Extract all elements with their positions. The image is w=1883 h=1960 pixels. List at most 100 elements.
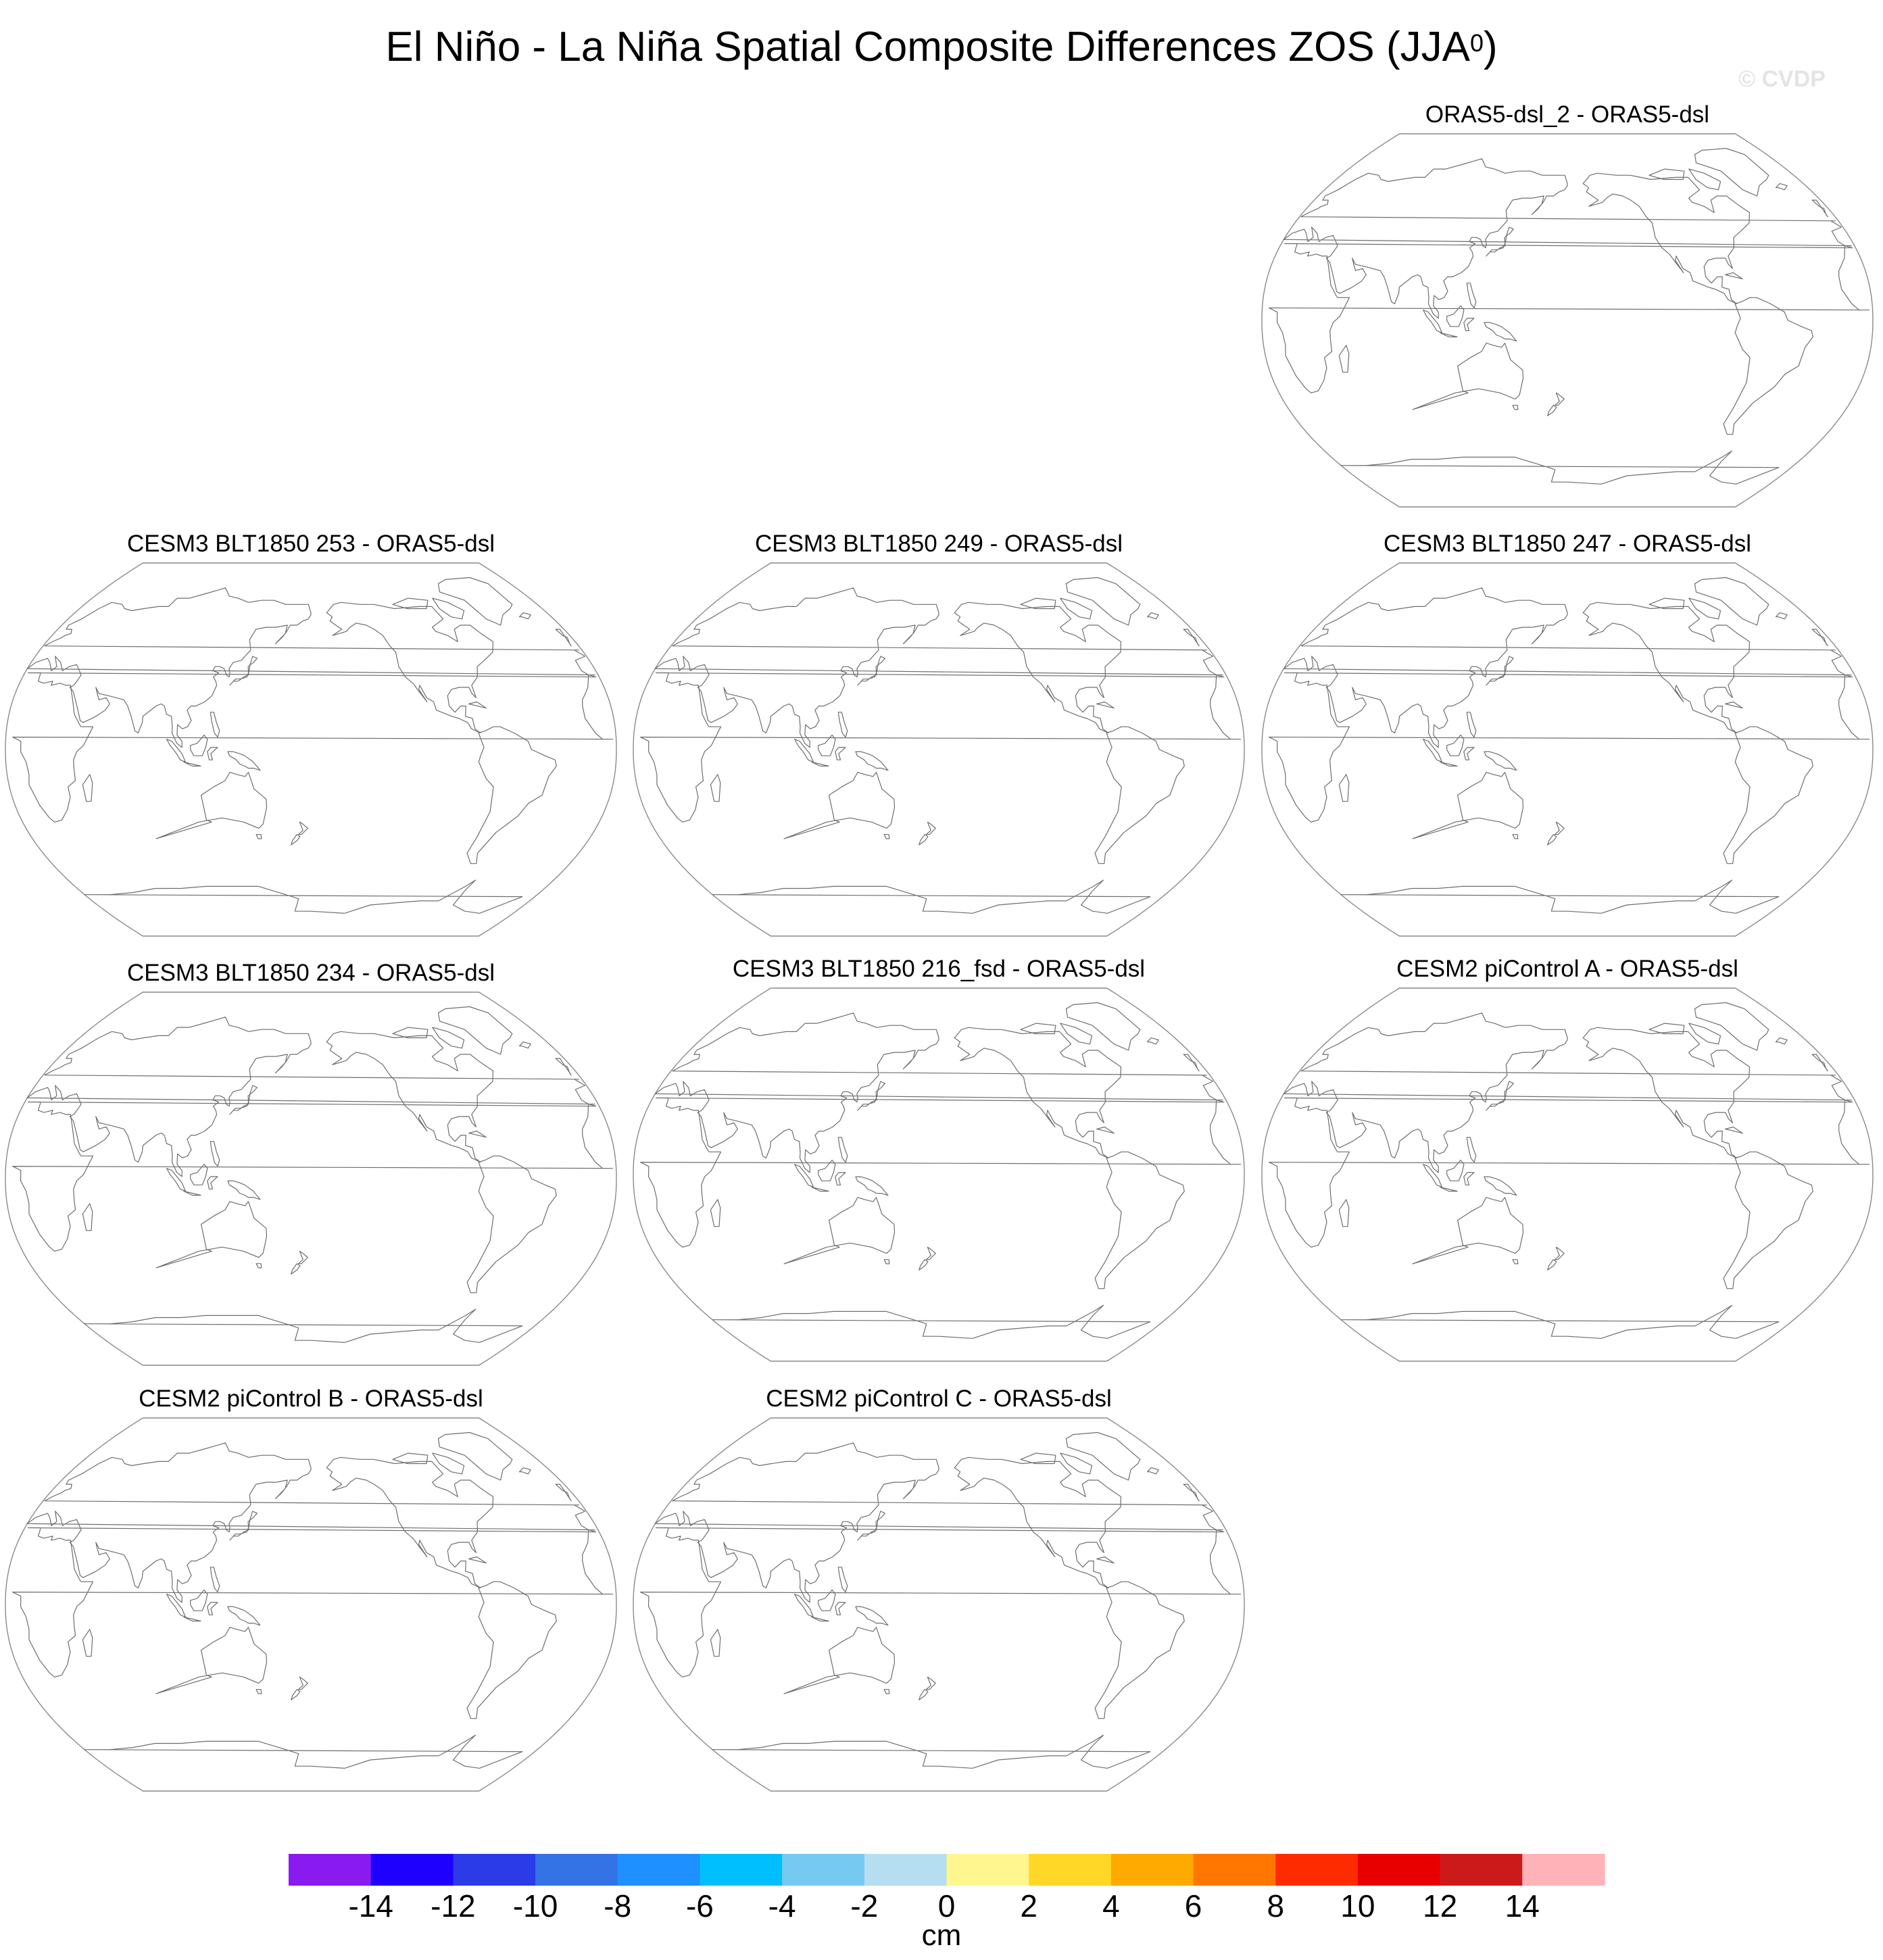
coastline [857, 1511, 885, 1541]
world-map [5, 562, 617, 937]
coastline [1547, 405, 1557, 416]
coastline [1060, 1023, 1093, 1045]
map-border [5, 562, 617, 937]
coastline [555, 1484, 572, 1502]
panel-title: CESM3 BLT1850 216_fsd - ORAS5-dsl [732, 956, 1146, 982]
coastline [1811, 629, 1828, 647]
coastline [1648, 168, 1685, 180]
map-border [1261, 562, 1874, 937]
coastline [1466, 712, 1477, 738]
coastline [1412, 343, 1524, 410]
colorbar-tick-label: -6 [686, 1888, 714, 1924]
coastline [26, 587, 595, 748]
colorbar-swatch [1110, 1854, 1194, 1886]
coastline [227, 751, 261, 771]
coastline [392, 1027, 429, 1039]
coastline [954, 602, 1122, 734]
coastline [712, 1304, 1151, 1339]
coastline [518, 1042, 531, 1049]
coastline [1338, 345, 1350, 373]
coastline [1060, 597, 1093, 620]
figure-title-close: ) [1484, 24, 1498, 70]
coastline [84, 1308, 523, 1343]
coastline [26, 1442, 595, 1603]
coastline [1146, 612, 1159, 620]
coastline [1283, 1012, 1852, 1173]
coastline [437, 577, 513, 626]
coastline [1725, 272, 1743, 280]
coastline [1463, 1172, 1475, 1185]
colorbar-tick-label: 2 [1020, 1888, 1037, 1924]
coastline [1020, 597, 1056, 610]
coastline [1775, 612, 1788, 620]
coastline [640, 1097, 1242, 1248]
coastline [855, 1176, 889, 1196]
coastline [432, 597, 465, 620]
coastline [1440, 761, 1458, 767]
coastline [1466, 1137, 1477, 1163]
coastline [1183, 1484, 1200, 1502]
coastline [1694, 147, 1769, 197]
map-panel-9: CESM2 piControl C - ORAS5-dsl [631, 1386, 1246, 1792]
coastline [297, 1676, 308, 1690]
coastline [1582, 602, 1751, 734]
colorbar-tick-label: 14 [1505, 1888, 1540, 1924]
coastline [26, 1016, 595, 1177]
coastline [468, 701, 487, 709]
coastline [190, 1163, 208, 1185]
coastline [811, 1186, 829, 1192]
coastline [835, 747, 846, 760]
coastline [1484, 322, 1517, 342]
colorbar-tick-label: -8 [604, 1888, 631, 1924]
coastline [84, 1734, 523, 1769]
coastline [835, 1602, 846, 1615]
world-map [633, 987, 1245, 1362]
cvdp-watermark: © CVDP [1738, 66, 1826, 92]
colorbar-tick-label: 12 [1423, 1888, 1457, 1924]
coastline [183, 1616, 201, 1622]
panel-title: CESM3 BLT1850 247 - ORAS5-dsl [1383, 531, 1752, 557]
coastline [1775, 183, 1788, 191]
coastline [297, 821, 308, 835]
coastline [857, 656, 885, 686]
coastline [210, 712, 220, 738]
colorbar-swatch [700, 1854, 783, 1886]
coastline [837, 1137, 848, 1163]
coastline [883, 834, 890, 839]
coastline [1338, 774, 1350, 802]
coastline [229, 1511, 258, 1541]
map-border [5, 1417, 617, 1792]
panel-title: CESM3 BLT1850 253 - ORAS5-dsl [126, 531, 495, 557]
map-panel-1: ORAS5-dsl_2 - ORAS5-dsl [1260, 101, 1875, 508]
coastline [919, 1259, 929, 1271]
coastline [1725, 1126, 1743, 1134]
world-map [5, 991, 617, 1366]
coastline [1725, 701, 1743, 709]
panel-title: CESM2 piControl B - ORAS5-dsl [139, 1386, 483, 1412]
colorbar-swatch [782, 1854, 865, 1886]
coastline [1484, 751, 1517, 771]
world-map [1261, 133, 1874, 508]
coastline [518, 1467, 531, 1475]
coastline [1446, 1159, 1465, 1181]
coastline [1269, 1097, 1870, 1248]
coastline [1338, 1199, 1350, 1227]
colorbar-swatch [1440, 1854, 1523, 1886]
coastline [1688, 597, 1721, 620]
map-panel-2: CESM3 BLT1850 253 - ORAS5-dsl [3, 531, 618, 937]
coastline [1146, 1467, 1159, 1475]
colorbar-swatch [1357, 1854, 1441, 1886]
coastline [1512, 1259, 1519, 1265]
coastline [1269, 243, 1870, 393]
colorbar-swatch [1275, 1854, 1359, 1886]
coastline [466, 1155, 557, 1294]
coastline [255, 1263, 262, 1269]
colorbar-swatch [370, 1854, 454, 1886]
coastline [227, 1180, 261, 1200]
figure-title: El Niño - La Niña Spatial Composite Diff… [0, 20, 1883, 74]
coastline [326, 1031, 494, 1163]
coastline [1582, 172, 1751, 305]
map-panel-4: CESM3 BLT1850 247 - ORAS5-dsl [1260, 531, 1875, 937]
coastline [919, 834, 929, 846]
coastline [919, 1689, 929, 1700]
